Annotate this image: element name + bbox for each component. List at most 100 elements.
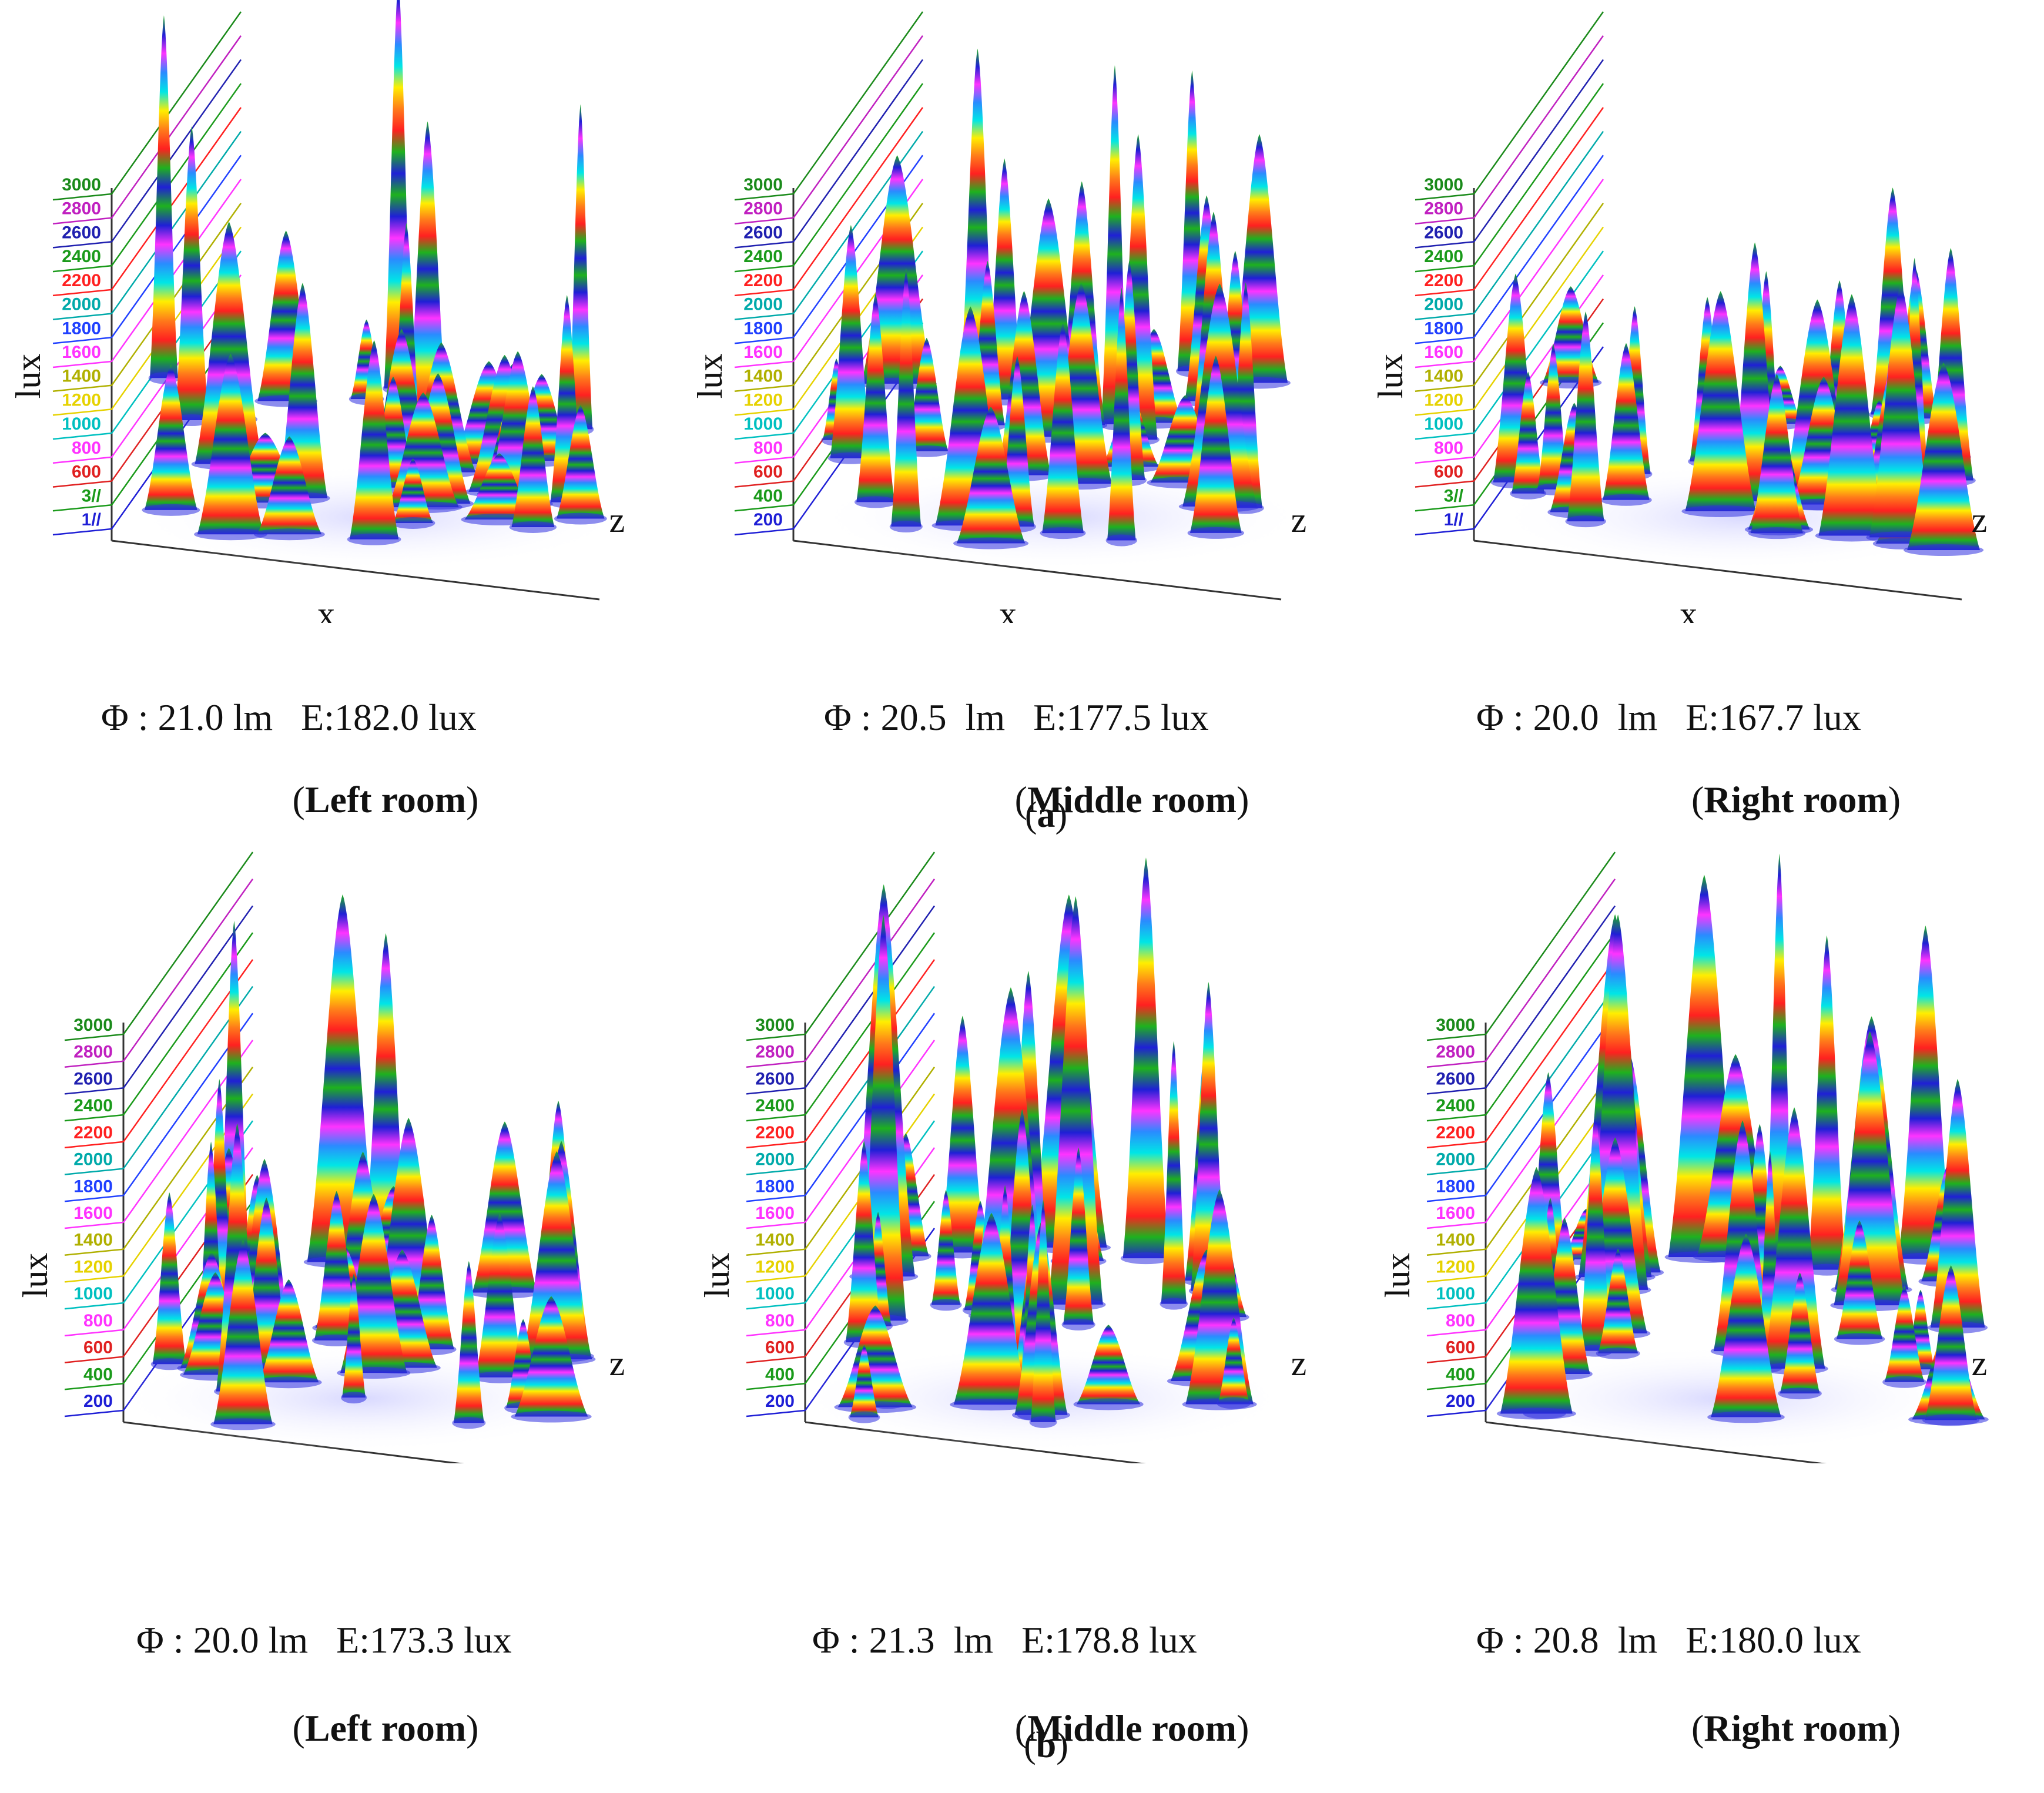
illuminance-peak [475, 1214, 525, 1378]
caption-b-right: Φ : 20.8 lm E:180.0 lux [1457, 1575, 1861, 1662]
legend-tick-line [1426, 1221, 1486, 1229]
peak-base [452, 1417, 486, 1429]
illuminance-peak [931, 1189, 961, 1305]
legend-tick-line [734, 337, 794, 344]
illuminance-peak [1907, 363, 1980, 551]
room-name: Middle room [1027, 1707, 1237, 1749]
legend-tick-label: 400 [83, 1365, 113, 1384]
legend-tick-line [1426, 1114, 1486, 1122]
legend-tick-line [64, 1114, 124, 1122]
y-axis-label: lux [691, 354, 729, 399]
illuminance-peak [472, 1121, 538, 1293]
grid-diagonal [1473, 226, 1604, 410]
illuminance-peak [1161, 1041, 1187, 1304]
illuminance-peak [1076, 1325, 1141, 1405]
legend-tick-label: 600 [72, 463, 101, 482]
legend-tick-line [746, 1302, 806, 1310]
illuminance-peak [453, 1261, 484, 1423]
legend-tick-line [1415, 480, 1475, 488]
illuminance-peak [1834, 1031, 1906, 1306]
illuminance-value: E:182.0 lux [301, 696, 477, 738]
grid-diagonal [110, 130, 242, 314]
illuminance-peak [514, 1296, 588, 1417]
peak-base [1496, 1407, 1576, 1420]
peak-base [142, 504, 200, 516]
peak-base [1681, 505, 1760, 517]
illuminance-peak [845, 1141, 883, 1343]
legend-tick-line [746, 1356, 806, 1363]
z-axis-label: z [1291, 1344, 1307, 1383]
legend-tick-label: 3// [1444, 486, 1464, 505]
legend-tick-line [52, 217, 112, 224]
legend-tick-line [64, 1060, 124, 1068]
legend-tick-line [1426, 1329, 1486, 1337]
legend-tick-label: 200 [83, 1392, 113, 1411]
illuminance-peak [387, 392, 459, 508]
flux-value: Φ : 20.8 lm [1476, 1619, 1658, 1661]
peak-base [1707, 1411, 1785, 1423]
legend-tick-line [64, 1087, 124, 1095]
legend-tick-label: 2600 [743, 223, 783, 242]
legend-tick-label: 1200 [755, 1257, 795, 1276]
illuminance-peak [150, 15, 178, 378]
illuminance-peak [1122, 857, 1170, 1259]
legend-tick-line [1415, 408, 1475, 416]
legend-tick-line [52, 408, 112, 416]
legend-tick-label: 2400 [1424, 247, 1463, 266]
surface-plot: 3000 2800 2600 2400 2200 2000 1800 1600 1400 1200… [1378, 852, 1989, 1463]
peak-base [1748, 527, 1806, 539]
illuminance-peak [1930, 1078, 1985, 1328]
grid-diagonal [122, 905, 254, 1089]
legend-tick-label: 2600 [1436, 1069, 1475, 1088]
room-label-b-left: (Left room) [292, 1707, 479, 1749]
legend-tick-label: 2200 [1424, 271, 1463, 290]
illuminance-peak [905, 337, 949, 451]
legend-tick-label: 1200 [1436, 1257, 1475, 1276]
room-label-a-right: (Right room) [1691, 779, 1901, 820]
illuminance-peak [568, 104, 593, 430]
legend-tick-label: 600 [1434, 463, 1463, 482]
grid-diagonal [1473, 130, 1604, 314]
flux-value: Φ : 20.0 lm [1476, 696, 1658, 738]
room-label-a-left: (Left room) [292, 779, 479, 820]
legend-tick-label: 1800 [755, 1177, 795, 1196]
subfigure-label-a: (a) [1024, 795, 1068, 835]
illuminance-peak [1598, 1248, 1638, 1353]
legend-tick-label: 400 [753, 486, 783, 505]
room-name: Left room [304, 779, 467, 820]
legend-tick-label: 2400 [743, 247, 783, 266]
legend-tick-label: 200 [753, 510, 783, 529]
legend-tick-line [52, 289, 112, 297]
peak-base [953, 537, 1029, 549]
legend-tick-label: 1000 [743, 414, 783, 434]
legend-tick-line [1415, 217, 1475, 224]
illuminance-peak [1189, 356, 1242, 533]
chart-panel-b-middle: 3000 2800 2600 2400 2200 2000 1800 1600 1400 1200… [682, 840, 1363, 1463]
legend-tick-line [746, 1087, 806, 1095]
illuminance-peak [956, 407, 1026, 544]
illuminance-peak [1711, 1234, 1781, 1417]
illuminance-peak [953, 1212, 1030, 1405]
legend-tick-line [734, 480, 794, 488]
legend-tick-line [1426, 1356, 1486, 1363]
legend-tick-line [1426, 1195, 1486, 1202]
legend-tick-line [64, 1195, 124, 1202]
illuminance-peak [850, 1345, 879, 1417]
illuminance-peak [556, 405, 605, 519]
legend-tick-label: 600 [83, 1338, 113, 1358]
legend-tick-label: 200 [1446, 1392, 1475, 1411]
legend-tick-label: 1000 [755, 1284, 795, 1303]
legend-tick-label: 2200 [743, 271, 783, 290]
legend-tick-label: 3000 [743, 175, 783, 195]
legend-tick-label: 400 [1446, 1365, 1475, 1384]
flux-value: Φ : 21.3 lm [812, 1619, 994, 1661]
legend-tick-label: 2800 [755, 1043, 795, 1062]
grid-diagonal [804, 905, 936, 1089]
legend-tick-label: 1800 [73, 1177, 113, 1196]
legend-tick-line [52, 456, 112, 464]
legend-tick-label: 2800 [1424, 199, 1463, 219]
legend-tick-line [1415, 528, 1475, 536]
flux-value: Φ : 21.0 lm [101, 696, 273, 738]
caption-b-middle: Φ : 21.3 lm E:178.8 lux [793, 1575, 1197, 1662]
illuminance-peak [1750, 374, 1803, 534]
